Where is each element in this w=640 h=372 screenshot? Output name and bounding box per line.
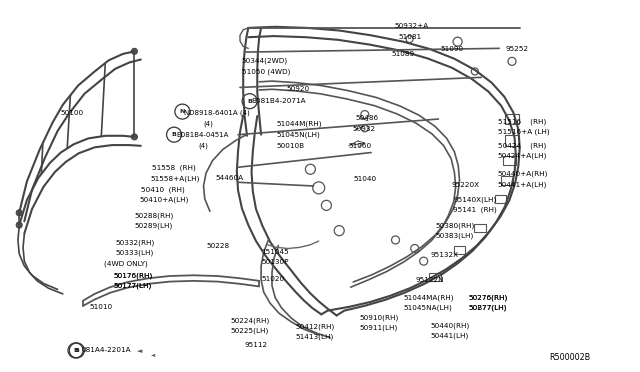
Text: ND8918-6401A (4): ND8918-6401A (4)	[184, 109, 250, 116]
Text: 51040: 51040	[354, 176, 377, 182]
Text: 50441(LH): 50441(LH)	[430, 332, 468, 339]
Text: 50932: 50932	[352, 126, 375, 132]
Text: 51516+A (LH): 51516+A (LH)	[498, 129, 550, 135]
Text: 51558+A(LH): 51558+A(LH)	[150, 175, 200, 182]
Text: 51045N(LH): 51045N(LH)	[276, 131, 320, 138]
Bar	[505, 135, 519, 146]
Text: N: N	[180, 109, 185, 114]
Text: 95140X(LH): 95140X(LH)	[453, 197, 497, 203]
Text: 50010B: 50010B	[276, 143, 305, 149]
Text: 50289(LH): 50289(LH)	[134, 223, 173, 230]
Text: 51010: 51010	[90, 304, 113, 310]
Text: 95132X: 95132X	[430, 252, 458, 258]
Text: 50225(LH): 50225(LH)	[230, 328, 269, 334]
Text: 50228: 50228	[206, 243, 229, 248]
Text: 50100: 50100	[61, 110, 84, 116]
Text: 50440+A(RH): 50440+A(RH)	[498, 171, 548, 177]
Text: B: B	[74, 348, 79, 353]
Text: B081B4-0451A: B081B4-0451A	[176, 132, 228, 138]
Text: 50288(RH): 50288(RH)	[134, 212, 173, 219]
Text: 50224(RH): 50224(RH)	[230, 317, 269, 324]
Text: B: B	[73, 348, 78, 353]
Text: 50380(RH): 50380(RH)	[435, 223, 474, 230]
Text: 50932+A: 50932+A	[395, 23, 429, 29]
Text: 51516    (RH): 51516 (RH)	[498, 119, 546, 125]
Text: 50410+A(LH): 50410+A(LH)	[140, 197, 189, 203]
Bar	[429, 273, 441, 281]
Text: B081B4-2071A: B081B4-2071A	[252, 98, 306, 104]
Text: 51413(LH): 51413(LH)	[296, 333, 334, 340]
Bar	[474, 224, 486, 232]
Text: 95220X: 95220X	[451, 182, 479, 187]
Text: 50177(LH): 50177(LH)	[114, 282, 152, 289]
Text: 51081: 51081	[398, 34, 421, 40]
Text: 51044MA(RH): 51044MA(RH)	[403, 294, 454, 301]
Text: 50332(RH): 50332(RH)	[115, 239, 154, 246]
Text: (4WD ONLY): (4WD ONLY)	[104, 260, 147, 267]
Text: 95122N: 95122N	[416, 277, 445, 283]
Text: 50276(RH): 50276(RH)	[468, 294, 508, 301]
Text: 51558  (RH): 51558 (RH)	[152, 165, 195, 171]
Text: 50176(RH): 50176(RH)	[114, 272, 153, 279]
Text: 50276(RH): 50276(RH)	[468, 294, 508, 301]
Text: 50410  (RH): 50410 (RH)	[141, 186, 184, 193]
Text: 51060: 51060	[349, 143, 372, 149]
Text: 50383(LH): 50383(LH)	[435, 233, 474, 240]
Text: 50130P: 50130P	[261, 259, 289, 265]
Text: R500002B: R500002B	[549, 353, 590, 362]
Text: 50344(2WD): 50344(2WD)	[242, 57, 288, 64]
Text: 50424    (RH): 50424 (RH)	[498, 142, 546, 149]
Text: 50277(LH): 50277(LH)	[468, 305, 507, 311]
Text: 50177(LH): 50177(LH)	[114, 282, 152, 289]
Text: 51045NA(LH): 51045NA(LH)	[403, 305, 452, 311]
Text: B: B	[172, 132, 177, 137]
Bar	[501, 176, 513, 185]
Text: 081A4-2201A: 081A4-2201A	[82, 347, 132, 353]
Text: 51020: 51020	[261, 276, 284, 282]
Circle shape	[16, 210, 22, 216]
Text: 50486: 50486	[355, 115, 378, 121]
Text: 50333(LH): 50333(LH)	[115, 250, 154, 256]
Text: (4): (4)	[198, 142, 208, 149]
Text: ◄: ◄	[137, 349, 142, 355]
Text: 51050 (4WD): 51050 (4WD)	[242, 68, 291, 75]
Circle shape	[131, 134, 138, 140]
Bar	[505, 114, 519, 124]
Text: 50B77(LH): 50B77(LH)	[468, 305, 507, 311]
Text: 51044M(RH): 51044M(RH)	[276, 120, 322, 127]
Bar	[454, 246, 465, 254]
Text: 50440(RH): 50440(RH)	[430, 322, 469, 329]
Text: 95141  (RH): 95141 (RH)	[453, 207, 497, 214]
Text: 95252: 95252	[506, 46, 529, 52]
Text: 151045: 151045	[261, 249, 289, 255]
Text: 51089: 51089	[392, 51, 415, 57]
Text: 50920: 50920	[287, 86, 310, 92]
Text: 50441+A(LH): 50441+A(LH)	[498, 181, 547, 188]
Circle shape	[16, 222, 22, 228]
Circle shape	[131, 48, 138, 54]
Text: 51090: 51090	[440, 46, 463, 52]
Text: 50176(RH): 50176(RH)	[114, 272, 153, 279]
Text: 50910(RH): 50910(RH)	[360, 315, 399, 321]
Text: 50424+A(LH): 50424+A(LH)	[498, 153, 547, 160]
Bar	[503, 156, 516, 165]
Text: 54460A: 54460A	[216, 175, 244, 181]
Bar	[495, 195, 506, 203]
Text: ◄: ◄	[152, 352, 156, 357]
Text: (4): (4)	[203, 120, 212, 127]
Text: B: B	[247, 99, 252, 104]
Text: 50412(RH): 50412(RH)	[296, 323, 335, 330]
Text: 50911(LH): 50911(LH)	[360, 325, 398, 331]
Text: 95112: 95112	[244, 342, 268, 348]
